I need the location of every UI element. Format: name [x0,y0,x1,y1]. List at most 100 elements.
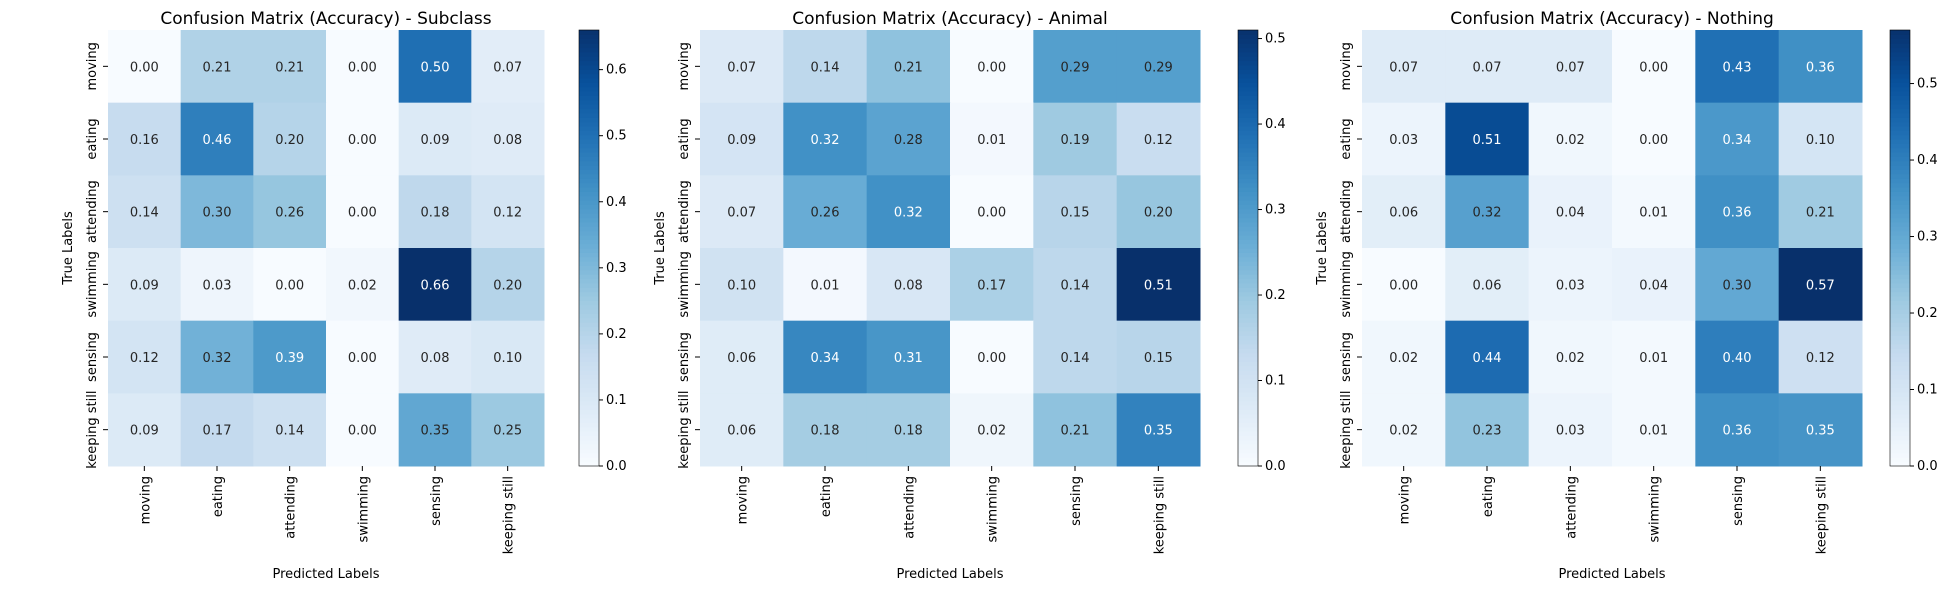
chart-title: Confusion Matrix (Accuracy) - Nothing [1450,9,1774,29]
heatmap-cell [950,320,1034,394]
y-tick-label: sensing [85,332,100,382]
colorbar-segment [1890,326,1910,332]
colorbar-segment [1238,169,1258,175]
cell-value-label: 0.06 [1473,278,1502,293]
cell-value-label: 0.50 [421,60,450,75]
colorbar-segment [579,348,599,354]
colorbar-segment [1238,391,1258,397]
cell-value-label: 0.32 [811,133,840,148]
heatmap-cell [180,30,254,104]
cell-value-label: 0.35 [1806,424,1835,439]
colorbar-segment [1890,396,1910,402]
colorbar-segment [1890,51,1910,57]
colorbar-segment [1238,418,1258,423]
cell-value-label: 0.10 [1806,133,1835,148]
heatmap-cell [398,175,472,249]
colorbar-segment [579,396,599,402]
colorbar-segment [1238,165,1258,171]
cell-value-label: 0.00 [130,60,159,75]
colorbar-segment [1238,51,1258,57]
heatmap-cell [1528,102,1613,176]
cell-value-label: 0.02 [1556,133,1585,148]
colorbar-segment [1238,195,1258,201]
colorbar-segment [1238,274,1258,280]
heatmap-cell [1033,30,1118,104]
y-tick-label: keeping still [677,391,692,469]
colorbar-segment [579,278,599,284]
cell-value-label: 0.17 [977,278,1006,293]
colorbar-segment [579,200,599,205]
cell-value-label: 0.00 [348,133,377,148]
colorbar-segment [1890,178,1910,184]
cell-value-label: 0.02 [348,278,377,293]
colorbar-segment [579,418,599,423]
cell-value-label: 0.40 [1723,351,1752,366]
colorbar-segment [579,47,599,53]
cell-value-label: 0.00 [348,60,377,75]
colorbar-segment [1238,117,1258,123]
colorbar-segment [1238,217,1258,223]
heatmap-cell [1116,320,1201,394]
cell-value-label: 0.12 [130,351,159,366]
heatmap-cell [1695,30,1780,104]
cell-value-label: 0.32 [1473,206,1502,221]
y-tick-label: attending [1339,180,1354,243]
colorbar-segment [1238,43,1258,49]
colorbar-segment [579,178,599,184]
heatmap-cell [180,320,254,394]
colorbar-segment [579,365,599,371]
colorbar-segment [1890,274,1910,280]
colorbar-segment [1238,352,1258,358]
heatmap-cell [180,102,254,176]
colorbar-segment [1890,38,1910,44]
heatmap-cell [1778,320,1863,394]
colorbar-segment [579,374,599,380]
colorbar-segment [1238,121,1258,127]
colorbar-segment [579,239,599,245]
colorbar-segment [1238,378,1258,384]
colorbar-segment [579,274,599,280]
cell-value-label: 0.29 [1061,60,1090,75]
colorbar-segment [1890,383,1910,389]
cell-value-label: 0.17 [203,424,232,439]
cell-value-label: 0.28 [894,133,923,148]
colorbar-segment [579,195,599,201]
colorbar-segment [1238,343,1258,349]
heatmap-cell [253,102,327,176]
heatmap-cell [326,175,400,249]
chart-title: Confusion Matrix (Accuracy) - Animal [792,9,1108,29]
colorbar-segment [1890,343,1910,349]
heatmap-cell [326,248,400,322]
cell-value-label: 0.01 [1639,351,1668,366]
y-tick-label: eating [1339,118,1354,159]
heatmap-cell [1362,248,1446,322]
heatmap-cell [1362,175,1446,249]
heatmap-cell [471,320,545,394]
colorbar-segment [1890,200,1910,205]
colorbar-segment [579,326,599,332]
heatmap-cell [783,393,868,467]
colorbar-segment [1238,300,1258,306]
heatmap-cell [471,30,545,104]
colorbar-segment [579,322,599,328]
cell-value-label: 0.23 [1473,424,1502,439]
colorbar-segment [1238,374,1258,380]
heatmap-cell [398,393,472,467]
colorbar-tick-label: 0.5 [1917,77,1938,92]
colorbar-frame [578,29,600,467]
colorbar-segment [579,125,599,131]
colorbar-segment [1238,77,1258,83]
heatmap-cell [398,30,472,104]
cell-value-label: 0.12 [493,206,522,221]
cell-value-label: 0.02 [1389,424,1418,439]
heatmap-cell [253,175,327,249]
colorbar-segment [579,452,599,458]
colorbar-segment [1238,335,1258,341]
colorbar-segment [579,357,599,362]
cell-value-label: 0.66 [421,278,450,293]
colorbar-segment [1890,108,1910,114]
x-tick-label: attending [902,476,917,539]
cell-value-label: 0.10 [493,351,522,366]
colorbar-tick-label: 0.4 [1917,153,1938,168]
colorbar-segment [1238,234,1258,240]
